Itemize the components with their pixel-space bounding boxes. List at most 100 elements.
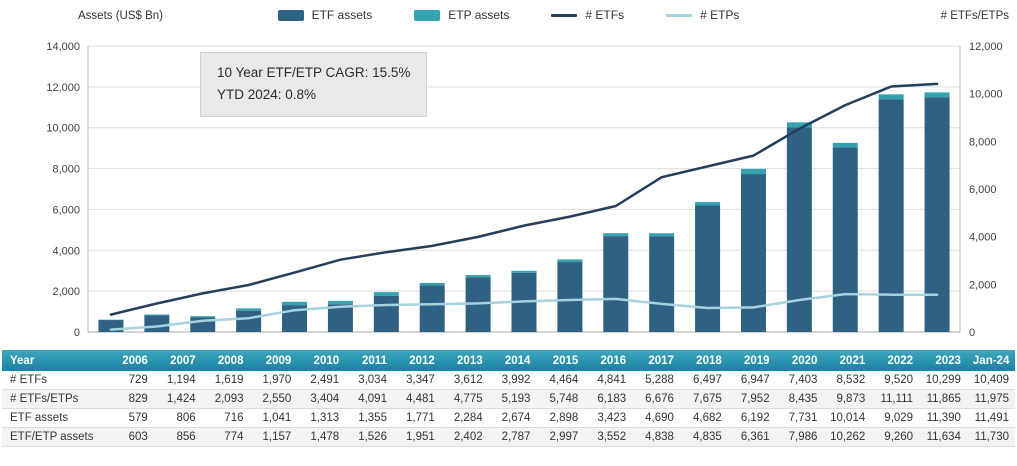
table-cell: 5,288: [645, 374, 674, 386]
table-cell: 11,975: [974, 393, 1009, 405]
right-axis-title: # ETFs/ETPs: [940, 10, 1009, 22]
table-cell: 10,409: [973, 374, 1009, 386]
left-axis-title: Assets (US$ Bn): [78, 10, 163, 22]
table-cell: 5,193: [501, 393, 531, 405]
table-cell: 11,491: [974, 412, 1009, 424]
table-cell: 2,997: [549, 431, 579, 443]
bar-etp-assets: [419, 282, 445, 286]
legend-label: # ETFs: [585, 8, 625, 22]
table-cell: 10,014: [830, 412, 866, 424]
table-cell: 4,682: [692, 412, 722, 424]
combo-chart: 0 2,000 4,000 6,000 8,000 10,000 12,000 14,000 0…: [46, 41, 1003, 339]
table-cell: 1,157: [262, 431, 292, 443]
bar-etp-assets: [373, 292, 399, 296]
table-cell: 4,775: [453, 393, 483, 405]
table-cell: 11,111: [880, 393, 914, 405]
bar-etf-assets: [373, 295, 399, 332]
table-cell: 2,491: [310, 374, 340, 386]
year-header-cell: 2016: [584, 350, 633, 371]
row-label: # ETFs: [10, 374, 48, 386]
table-cell: 6,676: [645, 393, 674, 405]
bar-etp-assets: [236, 308, 262, 311]
chart-legend: ETF assets ETP assets # ETFs # ETPs: [0, 8, 1017, 22]
year-header-cell: 2013: [440, 350, 489, 371]
legend-label: ETP assets: [448, 8, 510, 22]
table-cell: 1,526: [358, 431, 387, 443]
year-header-cell: 2017: [632, 350, 680, 371]
year-header-cell: 2010: [297, 350, 346, 371]
legend-item--etfs: # ETFs: [551, 8, 624, 22]
bar-etf-assets: [419, 285, 445, 332]
legend-swatch-line: [551, 13, 578, 17]
table-cell: 2,402: [453, 431, 483, 443]
legend-item--etps: # ETPs: [666, 8, 739, 22]
table-cell: 6,361: [740, 431, 770, 443]
left-axis-tick: 6,000: [52, 204, 80, 216]
right-axis-tick: 6,000: [969, 184, 997, 196]
table-cell: 11,865: [926, 393, 961, 405]
bar-etf-assets: [144, 315, 170, 332]
table-cell: 1,041: [262, 412, 292, 424]
legend-item-etp-assets: ETP assets: [414, 8, 509, 22]
table-cell: 716: [224, 412, 244, 424]
right-axis-tick: 0: [969, 327, 975, 339]
table-cell: 4,690: [645, 412, 674, 424]
year-header-cell: 2007: [153, 350, 202, 371]
row-label: ETF/ETP assets: [10, 431, 94, 443]
year-header-cell: 2009: [249, 350, 298, 371]
bar-etf-assets: [98, 320, 124, 332]
table-cell: 5,748: [549, 393, 579, 405]
table-cell: 10,262: [830, 431, 866, 443]
table-cell: 7,675: [692, 393, 722, 405]
table-cell: 729: [128, 374, 148, 386]
year-header-cell: 2020: [775, 350, 824, 371]
table-cell: 856: [176, 431, 196, 443]
table-cell: 8,435: [788, 393, 818, 405]
year-header-cell: 2019: [727, 350, 776, 371]
year-header-cell: 2008: [201, 350, 250, 371]
table-cell: 579: [128, 412, 148, 424]
left-axis-tick: 2,000: [52, 286, 80, 298]
bar-etf-assets: [236, 310, 262, 332]
right-axis-tick: 10,000: [969, 89, 1003, 101]
table-cell: 1,313: [310, 412, 340, 424]
table-cell: 4,841: [597, 374, 627, 386]
year-header-cell: 2018: [679, 350, 728, 371]
table-cell: 3,992: [501, 374, 531, 386]
bar-etp-assets: [740, 168, 766, 175]
table-cell: 3,552: [597, 431, 627, 443]
table-cell: 7,731: [788, 412, 818, 424]
cagr-text: 10 Year ETF/ETP CAGR: 15.5%: [217, 65, 411, 80]
legend-swatch-bar: [277, 9, 304, 21]
table-cell: 1,424: [166, 393, 196, 405]
right-axis-tick: 4,000: [969, 232, 997, 244]
data-table: Year 2006 2007 2008 2009 2010 2011 2012 2013 2014…: [2, 350, 1015, 447]
table-cell: 9,520: [884, 374, 914, 386]
left-axis-tick: 10,000: [46, 123, 80, 135]
table-cell: 9,029: [884, 412, 914, 424]
bar-etp-assets: [603, 233, 629, 237]
table-cell: 4,091: [358, 393, 387, 405]
right-axis-tick: 8,000: [969, 136, 997, 148]
table-row: # ETFs/ETPs 829 1,424 2,093 2,550 3,404 4,091 4…: [2, 389, 1015, 409]
cagr-annotation: 10 Year ETF/ETP CAGR: 15.5% YTD 2024: 0.…: [200, 52, 428, 117]
bar-etf-assets: [878, 99, 904, 332]
bar-etf-assets: [327, 304, 353, 332]
legend-swatch-bar: [414, 9, 441, 21]
table-cell: 9,260: [884, 431, 914, 443]
year-header-cell: Jan-24: [966, 350, 1015, 371]
bar-etf-assets: [649, 236, 675, 332]
table-row: # ETFs 729 1,194 1,619 1,970 2,491 3,034 3,347 3…: [2, 371, 1015, 390]
table-cell: 3,612: [453, 374, 483, 386]
chart-section: 0 2,000 4,000 6,000 8,000 10,000 12,000 14,000 0…: [0, 8, 1017, 339]
line-num-etps: [109, 292, 939, 331]
year-header-cell: 2014: [488, 350, 537, 371]
table-cell: 10,299: [925, 374, 961, 386]
bar-etp-assets: [695, 202, 721, 206]
table-cell: 3,347: [406, 374, 435, 386]
table-cell: 1,771: [406, 412, 435, 424]
left-axis-tick: 14,000: [46, 41, 80, 53]
table-cell: 1,619: [214, 374, 244, 386]
bar-etp-assets: [282, 301, 308, 306]
table-cell: 7,952: [740, 393, 770, 405]
